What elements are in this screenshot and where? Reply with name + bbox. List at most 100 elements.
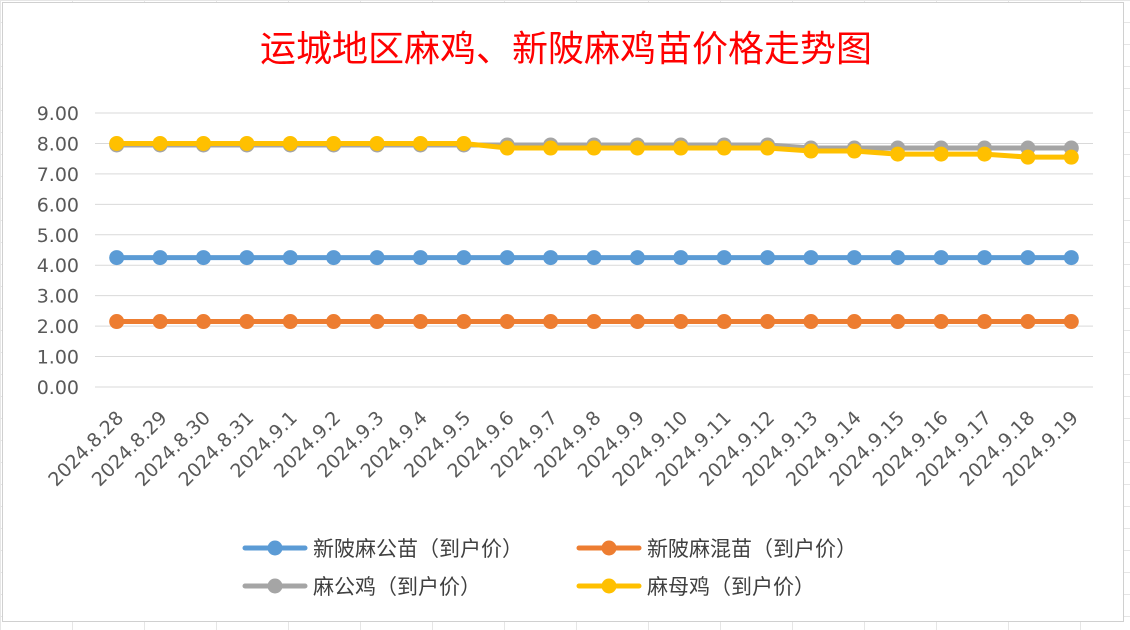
data-point <box>456 135 472 151</box>
data-point <box>109 314 125 330</box>
data-point <box>369 314 385 330</box>
y-tick-label: 3.00 <box>37 286 79 308</box>
data-point <box>846 143 862 159</box>
data-point <box>282 314 298 330</box>
data-point <box>760 250 776 266</box>
data-point <box>456 314 472 330</box>
data-point <box>239 135 255 151</box>
data-point <box>109 250 125 266</box>
data-point <box>933 250 949 266</box>
series-3 <box>109 135 1079 165</box>
y-tick-label: 1.00 <box>37 347 79 369</box>
data-point <box>716 140 732 156</box>
data-point <box>673 140 689 156</box>
data-point <box>282 135 298 151</box>
y-axis-tick-labels: 0.00 1.00 2.00 3.00 4.00 5.00 6.00 7.00 8.00 9.00 <box>37 103 79 399</box>
data-point <box>1063 250 1079 266</box>
y-tick-label: 4.00 <box>37 255 79 277</box>
data-point <box>152 314 168 330</box>
data-point <box>716 250 732 266</box>
legend-swatch-marker <box>267 578 283 594</box>
data-point <box>673 250 689 266</box>
data-point <box>933 314 949 330</box>
data-point <box>239 250 255 266</box>
y-tick-label: 2.00 <box>37 316 79 338</box>
data-point <box>803 143 819 159</box>
data-point <box>803 250 819 266</box>
data-point <box>760 314 776 330</box>
data-point <box>586 314 602 330</box>
series-0 <box>109 250 1079 266</box>
data-point <box>456 250 472 266</box>
data-point <box>412 314 428 330</box>
series-1 <box>109 314 1079 330</box>
data-point <box>326 314 342 330</box>
y-tick-label: 6.00 <box>37 194 79 216</box>
data-point <box>673 314 689 330</box>
line-chart: 运城地区麻鸡、新陂麻鸡苗价格走势图 0.00 1.00 2.00 3.00 4.00 5.… <box>37 29 1093 599</box>
data-point <box>1063 149 1079 165</box>
y-tick-label: 9.00 <box>37 103 79 125</box>
data-point <box>282 250 298 266</box>
data-point <box>543 140 559 156</box>
legend-swatch-marker <box>267 540 283 556</box>
data-point <box>760 140 776 156</box>
data-point <box>543 250 559 266</box>
data-point <box>109 135 125 151</box>
chart-frame[interactable]: 运城地区麻鸡、新陂麻鸡苗价格走势图 0.00 1.00 2.00 3.00 4.00 5.… <box>2 2 1124 622</box>
data-point <box>1020 250 1036 266</box>
data-point <box>152 135 168 151</box>
data-point <box>890 314 906 330</box>
data-point <box>412 250 428 266</box>
data-point <box>239 314 255 330</box>
legend-item[interactable]: 新陂麻公苗（到户价） <box>242 537 523 561</box>
legend-label: 新陂麻公苗（到户价） <box>313 537 523 561</box>
y-tick-label: 0.00 <box>37 377 79 399</box>
data-point <box>629 140 645 156</box>
data-point <box>803 314 819 330</box>
legend[interactable]: 新陂麻公苗（到户价） 新陂麻混苗（到户价） 麻公鸡（到户价） 麻母鸡（到户价） <box>242 537 857 599</box>
data-point <box>195 314 211 330</box>
data-point <box>890 146 906 162</box>
y-tick-label: 5.00 <box>37 225 79 247</box>
data-point <box>846 314 862 330</box>
data-point <box>1020 314 1036 330</box>
data-point <box>977 146 993 162</box>
x-axis-tick-labels: 2024.8.282024.8.292024.8.302024.8.312024… <box>44 407 1083 491</box>
data-point <box>499 140 515 156</box>
data-point <box>326 135 342 151</box>
data-point <box>499 250 515 266</box>
data-point <box>499 314 515 330</box>
data-point <box>716 314 732 330</box>
y-tick-label: 7.00 <box>37 164 79 186</box>
data-point <box>1020 149 1036 165</box>
data-point <box>369 250 385 266</box>
data-point <box>977 314 993 330</box>
data-point <box>629 314 645 330</box>
data-point <box>326 250 342 266</box>
y-tick-label: 8.00 <box>37 133 79 155</box>
legend-label: 麻公鸡（到户价） <box>313 575 481 599</box>
data-point <box>977 250 993 266</box>
data-point <box>890 250 906 266</box>
legend-item[interactable]: 麻母鸡（到户价） <box>576 575 815 599</box>
data-point <box>195 250 211 266</box>
legend-swatch-marker <box>601 578 617 594</box>
series-lines <box>109 135 1079 330</box>
legend-item[interactable]: 新陂麻混苗（到户价） <box>576 537 857 561</box>
data-point <box>933 146 949 162</box>
data-point <box>846 250 862 266</box>
data-point <box>369 135 385 151</box>
data-point <box>195 135 211 151</box>
legend-label: 新陂麻混苗（到户价） <box>647 537 857 561</box>
legend-item[interactable]: 麻公鸡（到户价） <box>242 575 481 599</box>
data-point <box>586 140 602 156</box>
data-point <box>586 250 602 266</box>
data-point <box>629 250 645 266</box>
data-point <box>1063 314 1079 330</box>
legend-label: 麻母鸡（到户价） <box>647 575 815 599</box>
chart-title: 运城地区麻鸡、新陂麻鸡苗价格走势图 <box>260 29 872 70</box>
data-point <box>412 135 428 151</box>
data-point <box>543 314 559 330</box>
data-point <box>152 250 168 266</box>
